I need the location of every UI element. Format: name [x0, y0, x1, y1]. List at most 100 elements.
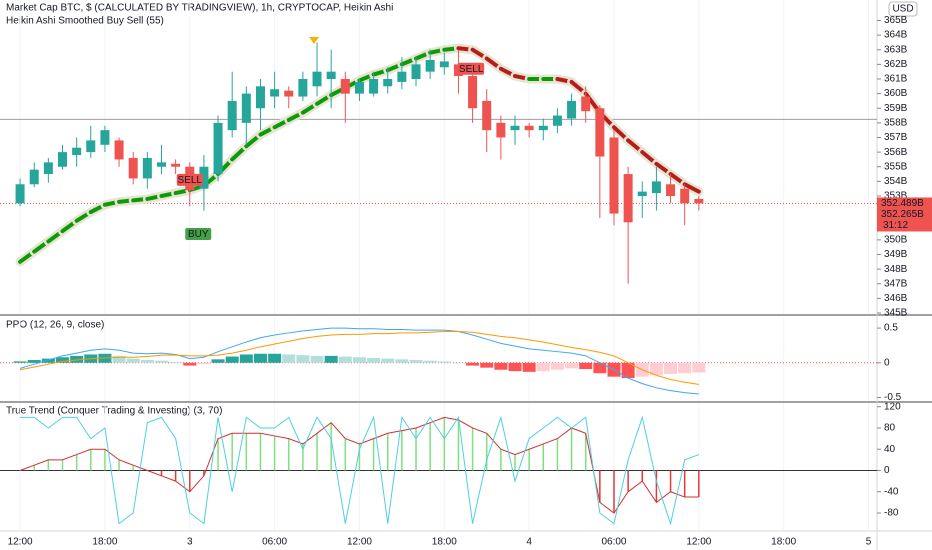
indicator-title: Heikin Ashi Smoothed Buy Sell (55) — [6, 16, 164, 27]
x-tick-label: 06:00 — [601, 537, 626, 548]
candle-body — [680, 188, 690, 204]
histogram-bar — [154, 360, 168, 363]
candle-body — [468, 76, 478, 109]
histogram-bar — [613, 470, 615, 513]
candle-body — [199, 166, 209, 189]
candle-body — [482, 100, 492, 131]
histogram-bar — [669, 470, 672, 492]
smoothed-line — [682, 182, 701, 194]
histogram-bar — [211, 359, 225, 363]
currency-button[interactable] — [888, 1, 918, 17]
histogram-bar — [174, 470, 177, 482]
x-tick-label: 12:00 — [686, 537, 711, 548]
histogram-bar — [47, 459, 50, 471]
histogram-bar — [641, 470, 644, 482]
candle-body — [567, 100, 577, 119]
histogram-bar — [514, 454, 516, 471]
histogram-bar — [324, 355, 338, 363]
histogram-bar — [556, 438, 559, 471]
histogram-bar — [522, 362, 536, 372]
chart-title: Market Cap BTC, $ (CALCULATED BY TRADING… — [6, 3, 393, 14]
histogram-bar — [225, 356, 239, 363]
histogram-bar — [316, 433, 318, 471]
histogram-bar — [310, 355, 324, 363]
candle-body — [72, 147, 82, 156]
y-tick-label: 0.5 — [884, 323, 898, 334]
candle-body — [666, 184, 676, 196]
histogram-bar — [395, 359, 409, 363]
histogram-bar — [259, 433, 262, 471]
countdown-box — [877, 219, 932, 232]
histogram-bar — [296, 355, 310, 363]
histogram-bar — [542, 443, 545, 471]
y-tick-label: 0 — [884, 357, 890, 368]
currency-label[interactable]: USD — [892, 4, 913, 15]
histogram-bar — [386, 433, 389, 471]
histogram-bar — [579, 362, 593, 370]
y-tick-label: 0 — [884, 465, 890, 476]
candle-body — [171, 163, 181, 167]
y-tick-label: 363B — [884, 44, 908, 55]
indicator-line — [19, 327, 699, 395]
candle-body — [439, 61, 449, 68]
histogram-bar — [683, 470, 686, 498]
histogram-bar — [358, 443, 361, 471]
histogram-bar — [528, 449, 530, 471]
y-tick-label: 359B — [884, 103, 908, 114]
histogram-bar — [330, 422, 332, 471]
histogram-bar — [288, 438, 290, 471]
candle-body — [312, 71, 322, 87]
histogram-bar — [372, 438, 375, 471]
candle-body — [213, 122, 223, 175]
candle-body — [284, 90, 294, 97]
histogram-bar — [13, 361, 27, 363]
price-label: 352.265B — [881, 209, 924, 220]
candle-body — [58, 152, 68, 167]
histogram-bar — [338, 356, 352, 363]
histogram-bar — [678, 362, 692, 374]
x-tick-label: 3 — [187, 537, 193, 548]
histogram-bar — [381, 358, 395, 363]
signal-label-box — [176, 173, 203, 186]
y-tick-label: 365B — [884, 15, 908, 26]
candle-body — [524, 125, 534, 131]
histogram-bar — [471, 427, 474, 471]
candle-body — [354, 81, 364, 94]
histogram-bar — [429, 422, 431, 471]
y-tick-label: 361B — [884, 74, 908, 85]
y-tick-label: 349B — [884, 249, 908, 260]
candle-body — [397, 71, 407, 82]
y-tick-label: 120 — [884, 401, 901, 412]
histogram-bar — [268, 353, 282, 363]
candle-body — [637, 191, 647, 196]
signal-label: SELL — [459, 64, 484, 75]
histogram-bar — [593, 362, 607, 374]
candle-body — [114, 140, 124, 160]
candle-body — [142, 157, 152, 179]
y-tick-label: 347B — [884, 278, 908, 289]
candle-body — [255, 86, 265, 109]
histogram-bar — [698, 470, 700, 498]
histogram-bar — [401, 430, 403, 471]
histogram-bar — [466, 362, 480, 366]
y-tick-label: -80 — [884, 508, 899, 519]
x-tick-label: 4 — [526, 537, 532, 548]
y-tick-label: 357B — [884, 132, 908, 143]
histogram-bar — [140, 360, 154, 363]
histogram-bar — [302, 443, 304, 471]
histogram-bar — [480, 362, 494, 368]
histogram-bar — [70, 355, 84, 363]
histogram-bar — [197, 362, 211, 365]
countdown: 31:12 — [883, 220, 908, 231]
histogram-bar — [56, 357, 70, 363]
histogram-bar — [217, 438, 219, 471]
histogram-bar — [231, 433, 233, 471]
histogram-bar — [169, 362, 183, 363]
histogram-bar — [160, 470, 163, 476]
signal-triangle — [309, 37, 319, 44]
histogram-bar — [273, 435, 276, 471]
candle-body — [496, 122, 506, 138]
histogram-bar — [183, 362, 197, 366]
histogram-bar — [443, 417, 446, 471]
histogram-bar — [655, 470, 658, 503]
